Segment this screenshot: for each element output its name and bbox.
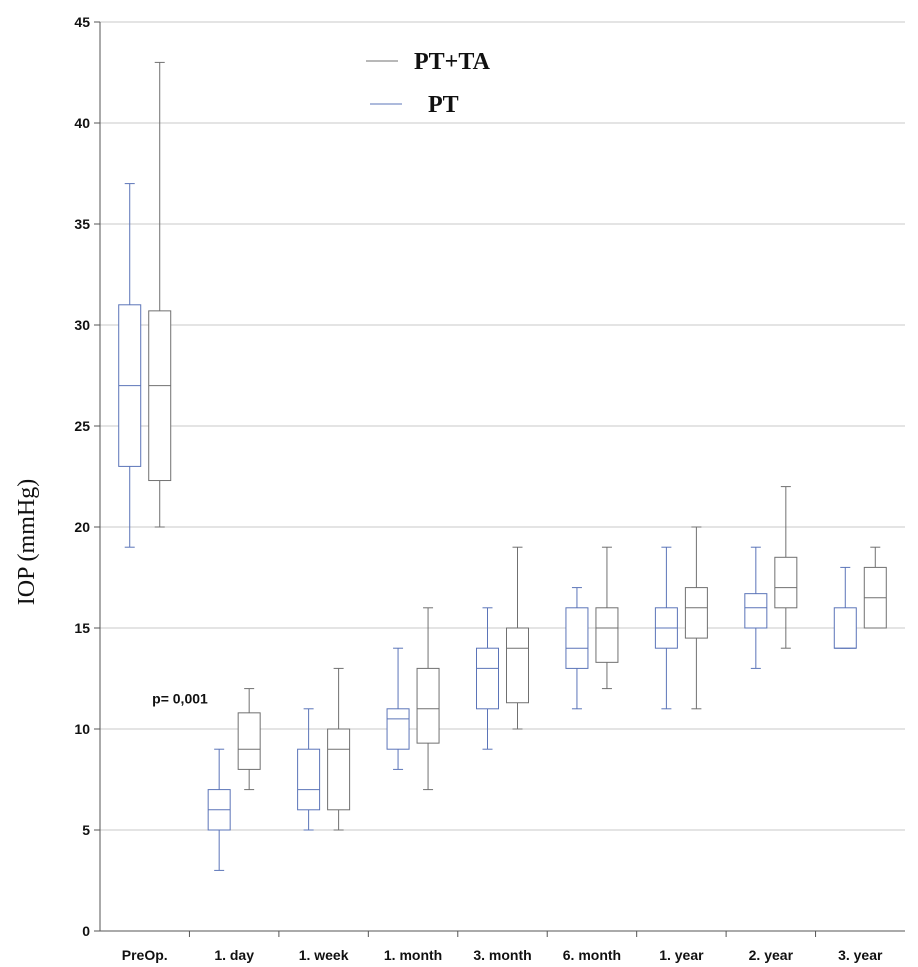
box-PT+TA-2. year xyxy=(774,486,798,649)
box-iqr xyxy=(476,647,499,710)
box-iqr xyxy=(506,627,529,704)
box-PT-3. month xyxy=(476,607,499,750)
box-iqr xyxy=(327,728,351,811)
box-PT-1. day xyxy=(207,748,231,871)
y-tick-label: 30 xyxy=(74,317,90,333)
y-tick-label: 15 xyxy=(74,620,90,636)
box-PT-PreOp. xyxy=(118,183,142,548)
y-tick-label: 35 xyxy=(74,216,90,232)
y-tick-label: 20 xyxy=(74,519,90,535)
box-iqr xyxy=(386,708,410,750)
box-iqr xyxy=(595,607,619,663)
box-iqr xyxy=(774,556,798,609)
x-tick-label: 3. month xyxy=(473,947,531,963)
y-tick-label: 5 xyxy=(82,822,90,838)
x-tick-label: 6. month xyxy=(563,947,621,963)
x-tick-label: 1. month xyxy=(384,947,442,963)
x-tick-label: 2. year xyxy=(749,947,794,963)
box-PT+TA-1. day xyxy=(237,688,261,791)
x-tick-label: 3. year xyxy=(838,947,883,963)
y-tick-labels: 0 5 10 15 20 25 30 35 40 45 xyxy=(74,14,100,939)
box-iqr xyxy=(684,587,708,639)
y-tick-label: 10 xyxy=(74,721,90,737)
y-tick-label: 40 xyxy=(74,115,90,131)
box-PT+TA-1. week xyxy=(327,667,351,831)
annotation-pvalue: p= 0,001 xyxy=(152,691,208,707)
legend-label: PT+TA xyxy=(414,49,491,75)
box-PT-1. month xyxy=(386,647,410,770)
y-tick-label: 0 xyxy=(82,923,90,939)
x-tick-label: 1. day xyxy=(214,947,254,963)
legend: PT+TA PT xyxy=(366,49,491,118)
box-PT+TA-6. month xyxy=(595,546,619,690)
y-axis-label: IOP (mmHg) xyxy=(14,479,40,605)
box-PT+TA-3. year xyxy=(863,546,887,629)
legend-label: PT xyxy=(428,92,459,118)
box-PT-1. year xyxy=(654,546,678,710)
box-iqr xyxy=(237,712,261,770)
box-iqr xyxy=(148,310,172,482)
box-PT+TA-1. year xyxy=(684,526,708,710)
box-iqr xyxy=(565,607,589,669)
annotations: p= 0,001 xyxy=(152,691,208,707)
box-iqr xyxy=(297,748,321,811)
box-iqr xyxy=(744,593,768,629)
box-PT+TA-1. month xyxy=(416,607,440,791)
box-PT-6. month xyxy=(565,587,589,710)
y-tick-label: 45 xyxy=(74,14,90,30)
x-tick-label: PreOp. xyxy=(122,947,168,963)
grid-lines xyxy=(100,21,905,831)
x-tick-labels: PreOp. 1. day 1. week 1. month 3. month 6. mo… xyxy=(122,931,883,963)
box-plots xyxy=(118,61,887,871)
x-tick-label: 1. year xyxy=(659,947,704,963)
box-iqr xyxy=(833,607,857,649)
box-PT+TA-3. month xyxy=(506,546,529,730)
y-tick-label: 25 xyxy=(74,418,90,434)
box-PT+TA-PreOp. xyxy=(148,61,172,528)
box-iqr xyxy=(416,667,440,744)
box-PT-3. year xyxy=(833,566,857,649)
box-PT-2. year xyxy=(744,546,768,669)
x-tick-label: 1. week xyxy=(299,947,349,963)
box-PT-1. week xyxy=(297,708,321,831)
axes xyxy=(99,22,905,932)
